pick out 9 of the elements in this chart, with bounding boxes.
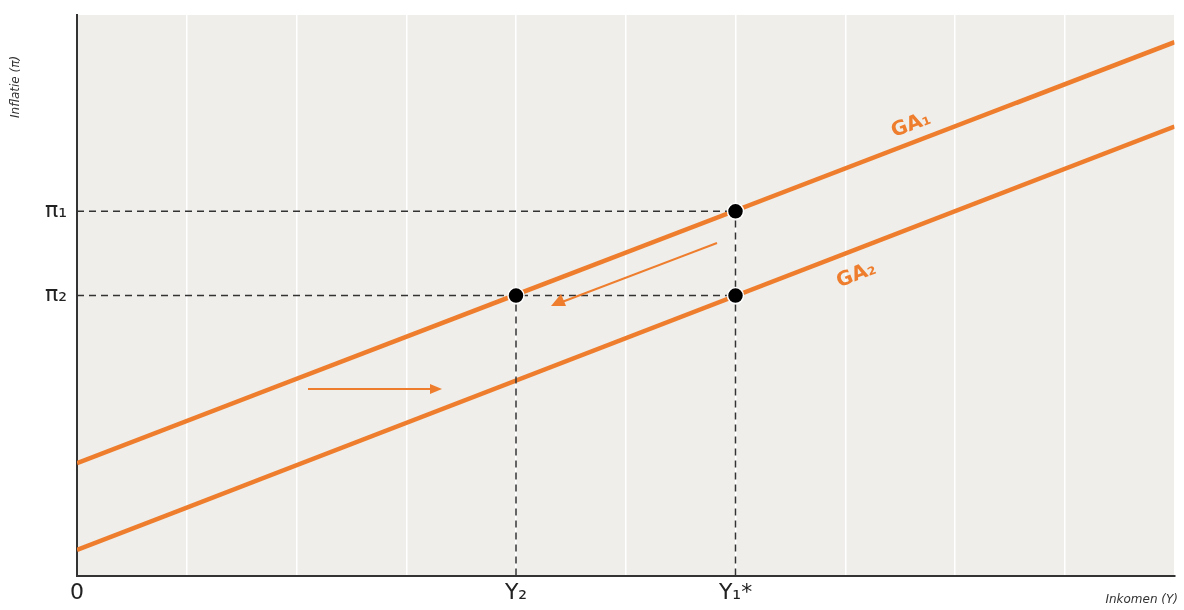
- x-tick-label: Y₂: [503, 578, 528, 604]
- x-tick-label: Y₁*: [717, 578, 753, 604]
- annotation: π₂: [44, 281, 67, 307]
- y-axis-title: Inflatie (π): [8, 55, 22, 118]
- x-tick-label: 0: [70, 578, 84, 604]
- annotation: π₁: [44, 197, 67, 223]
- x-axis-title: Inkomen (Y): [1105, 592, 1178, 606]
- text: GA₁: [887, 105, 934, 143]
- text: GA₂: [832, 255, 879, 293]
